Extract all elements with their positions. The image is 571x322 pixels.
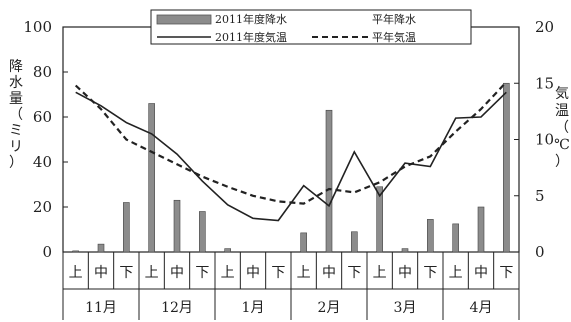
- legend-label-actual-temp: 2011年度気温: [215, 30, 287, 44]
- legend-swatch-actual-precip: [156, 14, 212, 25]
- legend-label-normal-precip: 平年降水: [372, 12, 416, 26]
- dekad-label: 下: [119, 265, 133, 281]
- y-axis-right-title: 気温（℃）: [554, 86, 570, 170]
- dekad-label: 中: [170, 265, 184, 281]
- precip-bar: [72, 250, 79, 253]
- precip-bar: [452, 223, 459, 253]
- precip-bars: [72, 82, 510, 253]
- temperature-lines: [74, 81, 508, 222]
- dekad-label: 中: [322, 265, 336, 281]
- precip-bar: [427, 219, 434, 253]
- month-label: 12月: [161, 300, 193, 316]
- left-tick-label: 100: [23, 18, 52, 36]
- right-axis-ticks: 0 5 10 15 20: [514, 18, 554, 261]
- left-axis-ticks: 0 20 40 60 80 100: [23, 18, 68, 261]
- month-label: 11月: [85, 300, 117, 316]
- month-label: 2月: [318, 300, 341, 316]
- dekad-label: 上: [297, 265, 311, 281]
- dekad-label: 下: [499, 265, 513, 281]
- precip-bar: [351, 231, 358, 253]
- normal-temp-line: [74, 81, 508, 205]
- right-tick-label: 5: [535, 187, 545, 205]
- dekad-label: 上: [69, 265, 83, 281]
- precip-bar: [503, 82, 510, 253]
- precip-bar: [477, 206, 485, 253]
- dekad-label: 下: [271, 265, 285, 281]
- left-tick-label: 20: [33, 198, 52, 216]
- left-tick-label: 0: [42, 243, 52, 261]
- dekad-label: 中: [474, 265, 488, 281]
- precip-bar: [300, 232, 307, 253]
- y-axis-left-title: 降水量（ミリ）: [9, 59, 23, 171]
- dekad-label: 上: [221, 265, 235, 281]
- dekad-label: 中: [246, 265, 260, 281]
- left-tick-label: 40: [33, 153, 52, 171]
- legend-label-actual-precip: 2011年度降水: [215, 12, 287, 26]
- right-tick-label: 0: [535, 243, 545, 261]
- precip-bar: [173, 199, 181, 253]
- plot-frame: [62, 26, 520, 253]
- month-label: 3月: [394, 300, 417, 316]
- actual-temp-line: [75, 91, 507, 222]
- legend-label-normal-temp: 平年気温: [372, 30, 416, 44]
- precip-bar: [148, 103, 155, 253]
- precip-bar: [123, 202, 130, 253]
- dekad-label: 上: [373, 265, 387, 281]
- month-label: 1月: [242, 300, 265, 316]
- legend: 2011年度降水 平年降水 2011年度気温 平年気温: [150, 9, 472, 45]
- precip-bar: [224, 248, 231, 253]
- right-tick-label: 15: [535, 74, 554, 92]
- precip-bar: [376, 186, 383, 253]
- dekad-label: 中: [398, 265, 412, 281]
- left-tick-label: 80: [33, 63, 52, 81]
- category-table: 上中下上中下上中下上中下上中下上中下11月 12月 1月 2月 3月 4月: [62, 252, 520, 320]
- right-tick-label: 20: [535, 18, 554, 36]
- dekad-label: 上: [145, 265, 159, 281]
- dekad-label: 上: [449, 265, 463, 281]
- precip-bar: [199, 211, 206, 253]
- dekad-label: 下: [347, 265, 361, 281]
- dekad-label: 中: [94, 265, 108, 281]
- precip-bar: [97, 243, 105, 253]
- precip-bar: [325, 109, 333, 253]
- dekad-label: 下: [423, 265, 437, 281]
- left-tick-label: 60: [33, 108, 52, 126]
- right-tick-label: 10: [535, 131, 554, 149]
- dekad-label: 下: [195, 265, 209, 281]
- month-label: 4月: [470, 300, 493, 316]
- precip-bar: [401, 248, 409, 253]
